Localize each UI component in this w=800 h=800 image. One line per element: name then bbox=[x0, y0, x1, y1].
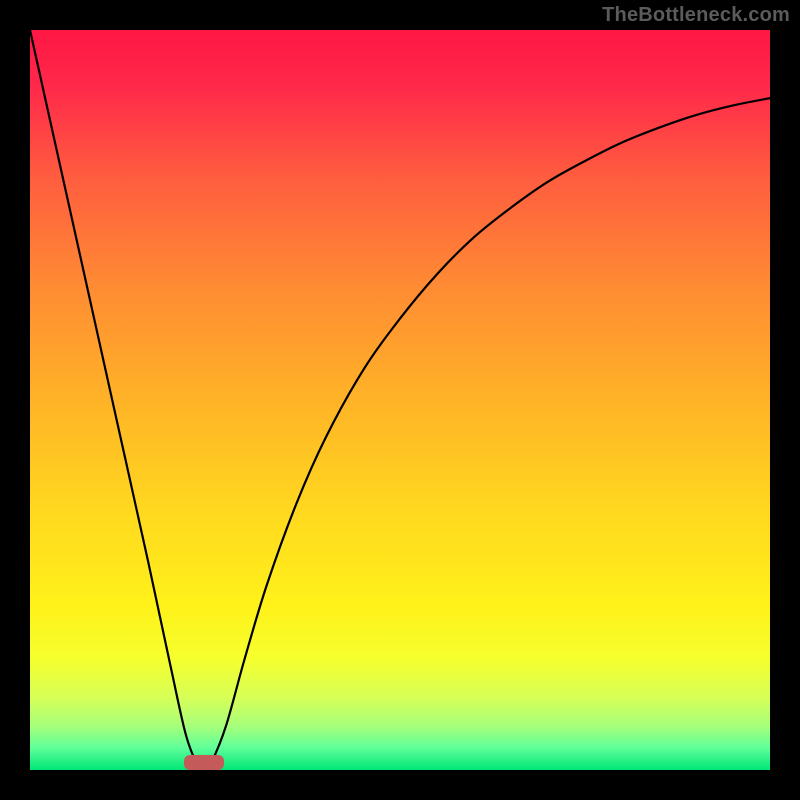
minimum-marker bbox=[184, 755, 225, 770]
watermark-label: TheBottleneck.com bbox=[602, 4, 790, 27]
figure-root: TheBottleneck.com bbox=[0, 0, 800, 800]
plot-frame bbox=[30, 30, 770, 770]
plot-svg bbox=[30, 30, 770, 770]
gradient-background bbox=[30, 30, 770, 770]
